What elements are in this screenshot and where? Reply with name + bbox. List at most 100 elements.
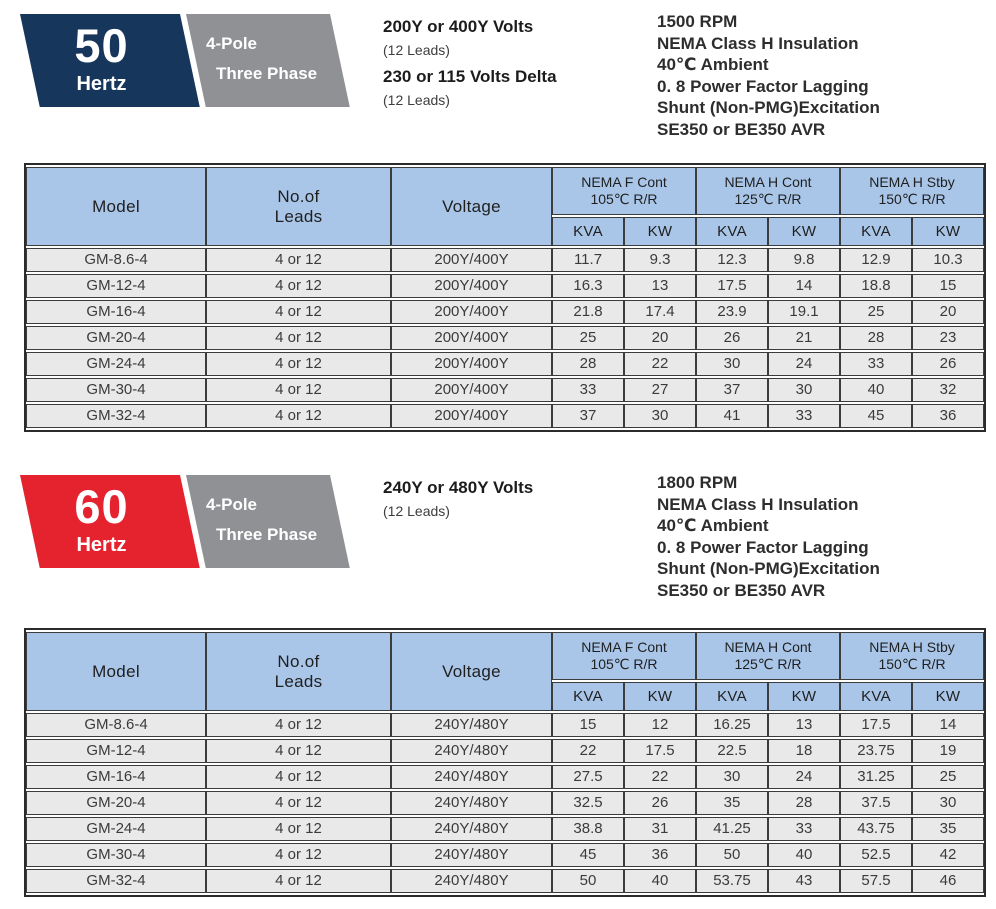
model-cell: GM-16-4 [26,300,206,324]
kw-stby-cell: 25 [912,765,985,789]
voltage-cell: 200Y/400Y [391,352,552,376]
kw-stby-cell: 23 [912,326,985,350]
model-cell: GM-8.6-4 [26,248,206,272]
spec-line: SE350 or BE350 AVR [657,580,826,600]
kva-f-cell: 21.8 [552,300,624,324]
voltage-cell: 200Y/400Y [391,378,552,402]
frequency-unit-label: Hertz [76,73,127,95]
kw-h-cell: 14 [768,274,841,298]
table-header-row: Model No.of Leads Voltage NEMA F Cont 10… [26,632,985,711]
spec-line: 40℃ Ambient [657,55,769,74]
voltage-cell: 240Y/480Y [391,817,552,841]
spec-line: 1800 RPM [657,473,738,492]
voltage-ratings-block: 240Y or 480Y Volts (12 Leads) [383,477,533,527]
model-cell: GM-32-4 [26,869,206,893]
kva-f-cell: 28 [552,352,624,376]
generator-spec-list: 1500 RPM NEMA Class H Insulation 40℃ Amb… [657,11,880,140]
voltage-ratings-block: 200Y or 400Y Volts (12 Leads) 230 or 115… [383,16,557,116]
kw-f-cell: 40 [624,869,696,893]
col-header-voltage: Voltage [391,632,552,711]
leads-cell: 4 or 12 [206,791,391,815]
kw-stby-cell: 10.3 [912,248,985,272]
kva-f-cell: 11.7 [552,248,624,272]
kw-h-cell: 33 [768,404,841,428]
table-row: GM-24-4 4 or 12 200Y/400Y 28 22 30 24 33 26 [26,352,985,376]
leads-cell: 4 or 12 [206,300,391,324]
model-cell: GM-20-4 [26,326,206,350]
kw-f-cell: 27 [624,378,696,402]
pole-phase-badge-content: 4-Pole Three Phase [186,475,330,568]
table-row: GM-16-4 4 or 12 200Y/400Y 21.8 17.4 23.9 19.1 2… [26,300,985,324]
voltage-cell: 240Y/480Y [391,843,552,867]
kva-stby-cell: 37.5 [840,791,913,815]
voltage-cell: 240Y/480Y [391,713,552,737]
kva-f-cell: 50 [552,869,624,893]
kva-stby-cell: 18.8 [840,274,913,298]
pole-phase-badge: 4-Pole Three Phase [186,475,350,568]
table-row: GM-32-4 4 or 12 240Y/480Y 50 40 53.75 43 57.5 46 [26,869,985,893]
kw-h-cell: 30 [768,378,841,402]
voltage-cell: 240Y/480Y [391,869,552,893]
kva-stby-cell: 57.5 [840,869,913,893]
spec-line: NEMA Class H Insulation [657,33,859,53]
table-row: GM-8.6-4 4 or 12 240Y/480Y 15 12 16.25 13 17.5 1… [26,713,985,737]
spec-line: NEMA Class H Insulation [657,494,859,514]
voltage-cell: 200Y/400Y [391,248,552,272]
kw-f-cell: 17.5 [624,739,696,763]
table-row: GM-12-4 4 or 12 240Y/480Y 22 17.5 22.5 18 23.75… [26,739,985,763]
kva-stby-cell: 28 [840,326,913,350]
col-header-voltage: Voltage [391,167,552,246]
spec-line: Shunt (Non-PMG)Excitation [657,559,880,578]
kva-h-cell: 30 [696,765,768,789]
col-header-kva: KVA [840,217,913,246]
kw-f-cell: 9.3 [624,248,696,272]
kw-h-cell: 43 [768,869,841,893]
kva-h-cell: 50 [696,843,768,867]
kw-stby-cell: 19 [912,739,985,763]
kw-f-cell: 30 [624,404,696,428]
kw-h-cell: 33 [768,817,841,841]
kva-h-cell: 41 [696,404,768,428]
table-row: GM-20-4 4 or 12 200Y/400Y 25 20 26 21 28 23 [26,326,985,350]
frequency-value: 50 [74,19,129,72]
kva-h-cell: 37 [696,378,768,402]
kva-h-cell: 26 [696,326,768,350]
model-cell: GM-12-4 [26,274,206,298]
spec-line: 40℃ Ambient [657,516,769,535]
kva-stby-cell: 40 [840,378,913,402]
leads-cell: 4 or 12 [206,352,391,376]
voltage-rating-title: 200Y or 400Y Volts [383,17,534,36]
leads-cell: 4 or 12 [206,869,391,893]
pole-label: 4-Pole [206,34,258,53]
kva-stby-cell: 52.5 [840,843,913,867]
section-header-60hz: 60 Hertz 4-Pole Three Phase 240Y or 480Y… [0,473,996,625]
kw-stby-cell: 35 [912,817,985,841]
spec-line: Shunt (Non-PMG)Excitation [657,98,880,117]
col-header-kw: KW [912,682,985,711]
table-row: GM-30-4 4 or 12 200Y/400Y 33 27 37 30 40 32 [26,378,985,402]
leads-cell: 4 or 12 [206,843,391,867]
voltage-rating-title: 230 or 115 Volts Delta [383,67,557,86]
kva-stby-cell: 23.75 [840,739,913,763]
voltage-rating-note: (12 Leads) [383,503,450,519]
kw-h-cell: 21 [768,326,841,350]
kw-f-cell: 12 [624,713,696,737]
col-group-nema-h-cont: NEMA H Cont 125℃ R/R [696,167,841,215]
col-header-kva: KVA [840,682,913,711]
kw-h-cell: 9.8 [768,248,841,272]
leads-cell: 4 or 12 [206,765,391,789]
kw-h-cell: 24 [768,352,841,376]
table-subheader-row: KVA KW KVA KW KVA KW [26,217,985,246]
table-row: GM-32-4 4 or 12 200Y/400Y 37 30 41 33 45 36 [26,404,985,428]
frequency-badge-content: 50 Hertz [21,19,181,114]
leads-cell: 4 or 12 [206,713,391,737]
kw-stby-cell: 46 [912,869,985,893]
col-header-kw: KW [912,217,985,246]
kw-h-cell: 40 [768,843,841,867]
kw-h-cell: 19.1 [768,300,841,324]
spec-line: 0. 8 Power Factor Lagging [657,76,869,96]
model-cell: GM-30-4 [26,378,206,402]
kw-stby-cell: 20 [912,300,985,324]
kva-stby-cell: 31.25 [840,765,913,789]
